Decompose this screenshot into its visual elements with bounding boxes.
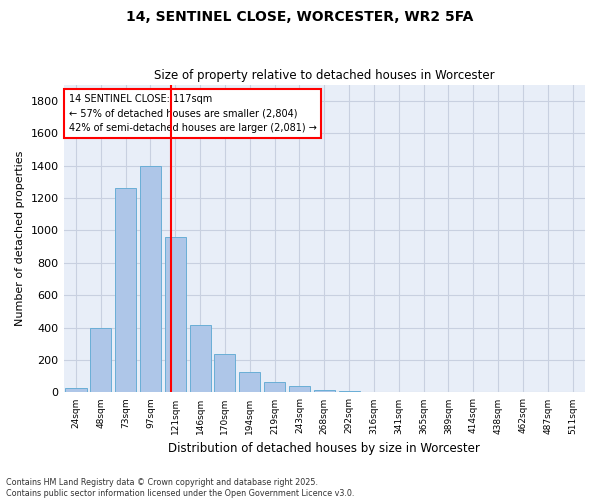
Bar [140, 166, 161, 392]
Text: 14 SENTINEL CLOSE: 117sqm
← 57% of detached houses are smaller (2,804)
42% of se: 14 SENTINEL CLOSE: 117sqm ← 57% of detac… [69, 94, 317, 134]
Y-axis label: Number of detached properties: Number of detached properties [15, 151, 25, 326]
Bar [264, 382, 285, 392]
Bar [214, 354, 235, 393]
Bar [115, 188, 136, 392]
Bar [239, 372, 260, 392]
X-axis label: Distribution of detached houses by size in Worcester: Distribution of detached houses by size … [169, 442, 480, 455]
Bar [165, 237, 186, 392]
Bar [314, 390, 335, 392]
Title: Size of property relative to detached houses in Worcester: Size of property relative to detached ho… [154, 69, 494, 82]
Bar [90, 328, 112, 392]
Text: 14, SENTINEL CLOSE, WORCESTER, WR2 5FA: 14, SENTINEL CLOSE, WORCESTER, WR2 5FA [127, 10, 473, 24]
Text: Contains HM Land Registry data © Crown copyright and database right 2025.
Contai: Contains HM Land Registry data © Crown c… [6, 478, 355, 498]
Bar [289, 386, 310, 392]
Bar [190, 325, 211, 392]
Bar [338, 391, 359, 392]
Bar [65, 388, 86, 392]
